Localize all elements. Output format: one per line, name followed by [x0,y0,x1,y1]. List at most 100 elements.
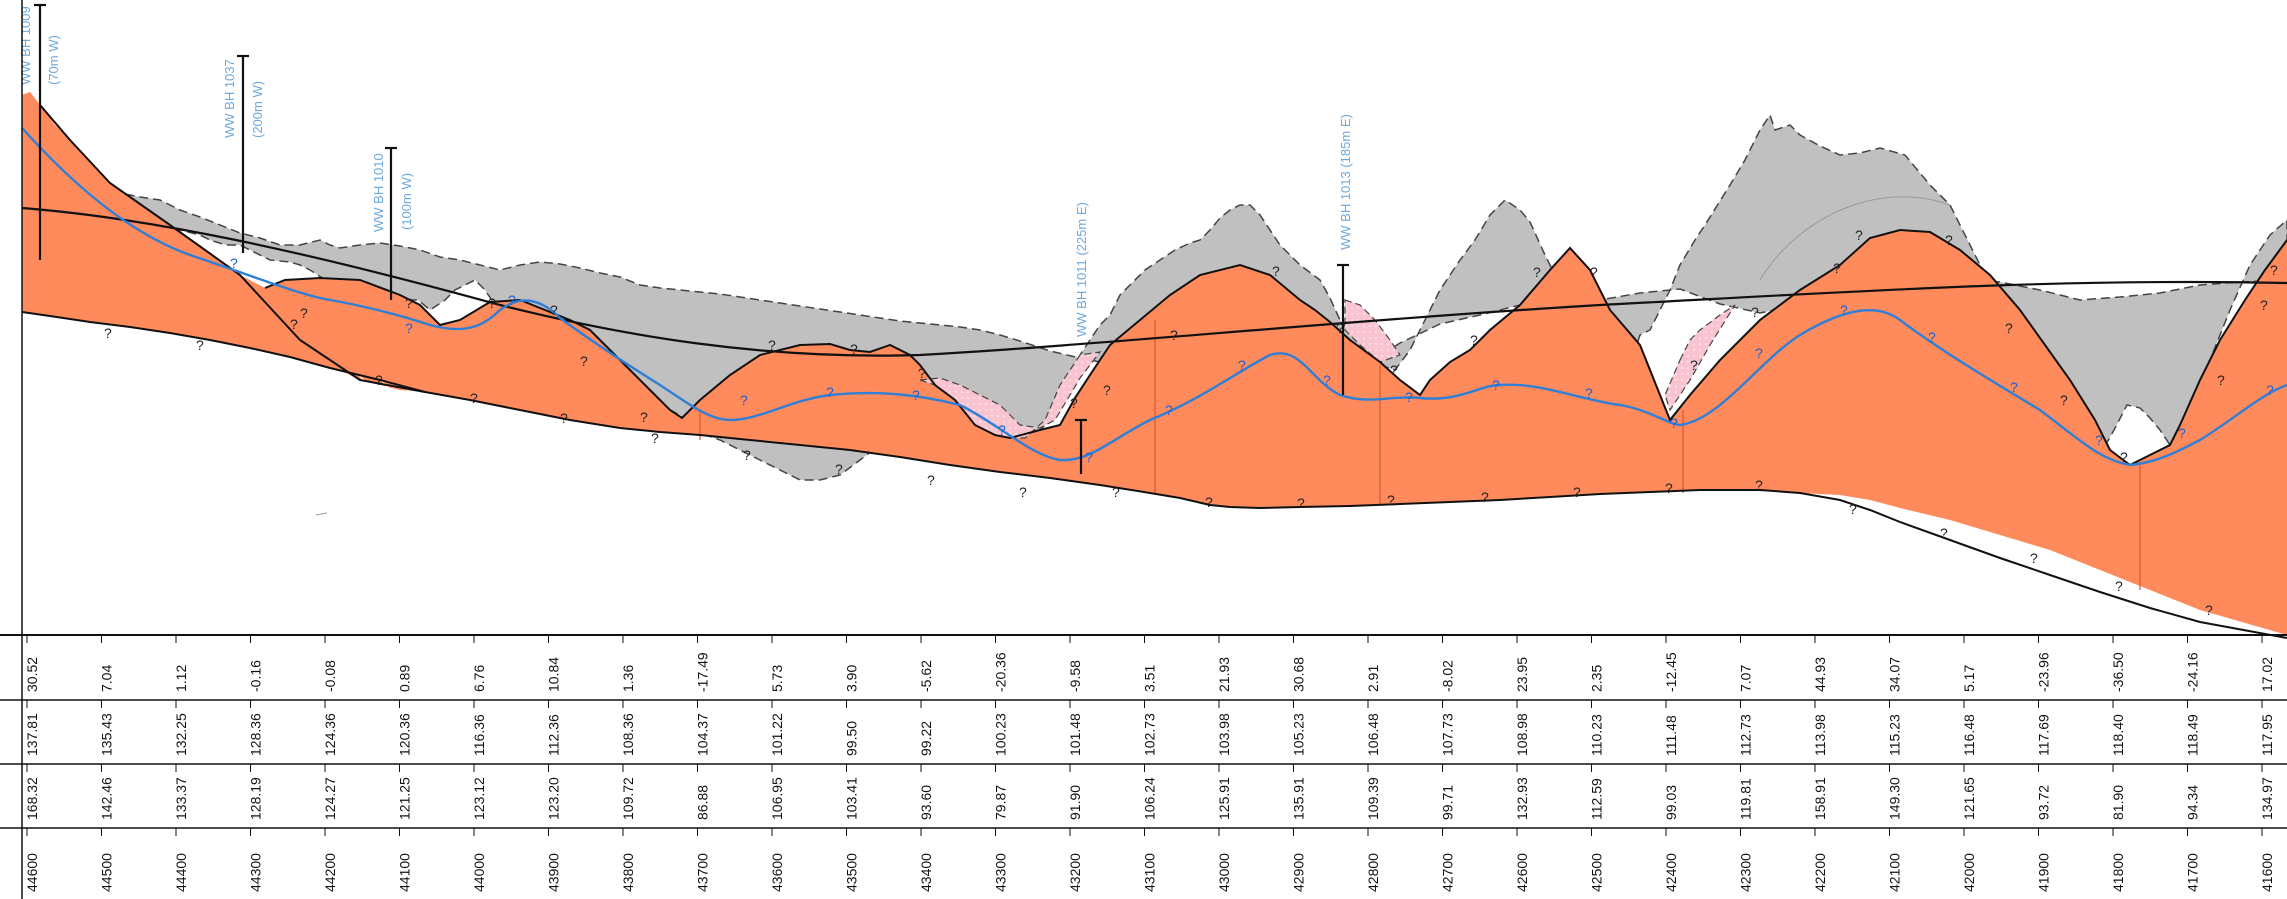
question-marker: ? [2178,425,2186,441]
borehole-labels: WW BH 1009 (70m W) WW BH 1037 (200m W) W… [18,6,1353,337]
table-cell: 17.02 [2259,657,2275,692]
table-cell: 43300 [993,853,1009,892]
question-marker: ? [580,353,588,369]
question-marker: ? [470,390,478,406]
question-marker: ? [1470,332,1478,348]
table-cell: 41800 [2110,853,2126,892]
table-cell: 3.90 [844,665,860,692]
table-cell: 42300 [1738,853,1754,892]
table-cell: 99.71 [1440,785,1456,820]
table-cell: -20.36 [993,652,1009,692]
question-marker: ? [2260,297,2268,313]
question-marker: ? [1849,501,1857,517]
table-cell: 115.23 [1887,714,1903,756]
table-cell: -24.16 [2185,652,2201,692]
table-cell: 103.98 [1216,713,1232,756]
table-cell: 120.36 [397,713,413,756]
question-marker: ? [1103,382,1111,398]
table-cell: 86.88 [695,785,711,820]
borehole-sticks [34,3,1349,474]
table-cell: 123.20 [546,777,562,820]
table-cell: 168.32 [24,777,40,820]
question-marker: ? [912,387,920,403]
question-marker: ? [1833,260,1841,276]
question-marker: ? [1238,357,1246,373]
borehole-label: WW BH 1013 (185m E) [1338,114,1353,250]
table-cell: 43100 [1142,853,1158,892]
table-cell: 2.35 [1589,665,1605,692]
table-cell: 6.76 [471,665,487,692]
table-cell: 42100 [1887,853,1903,892]
table-cell: 135.43 [99,713,115,756]
table-cell: 42200 [1812,853,1828,892]
question-marker: ? [850,341,858,357]
table-cell: 105.23 [1291,713,1307,756]
table-cell: 0.89 [397,665,413,692]
question-marker: ? [1405,389,1413,405]
table-cell: 128.36 [248,713,264,756]
table-cell: 109.72 [620,777,636,820]
question-marker: ? [743,447,751,463]
table-cell: 93.60 [918,785,934,820]
table-cell: 93.72 [2036,785,2052,820]
table-cell: -36.50 [2110,652,2126,692]
table-cell: 132.93 [1514,777,1530,820]
table-cell: 117.95 [2259,714,2275,756]
question-marker: ? [375,372,383,388]
table-cell: 133.37 [173,777,189,820]
pink-unit-3 [1664,304,1736,412]
table-cell: 23.95 [1514,657,1530,692]
table-cell: 99.50 [844,721,860,756]
question-marker: ? [300,305,308,321]
table-cell: 10.84 [546,657,562,692]
table-cell: 42900 [1291,853,1307,892]
table-cell: 124.27 [322,777,338,820]
table-cell: 5.17 [1961,665,1977,692]
table-cell: 21.93 [1216,657,1232,692]
table-cell: 125.91 [1216,777,1232,820]
table-cell: 44300 [248,853,264,892]
question-marker: ? [651,430,659,446]
table-cell: -8.02 [1440,660,1456,692]
table-cell: 7.04 [99,665,115,692]
question-marker: ? [1928,329,1936,345]
question-marker: ? [196,337,204,353]
question-marker: ? [488,295,496,311]
uncertain-markers: ? ? ? ? ? ? ? ? ? ? ? ? ? ? ? ? ? ? ? ? … [104,227,2278,618]
question-marker: ? [1590,264,1598,280]
table-cell: 118.49 [2185,714,2201,756]
table-cell: 124.36 [322,713,338,756]
table-cell: 113.98 [1812,714,1828,756]
water-table-markers: ? ? ? ? ? ? ? ? ? ? ? ? ? ? ? ? ? ? ? ? … [230,255,2274,465]
question-marker: ? [104,325,112,341]
question-marker: ? [405,320,413,336]
question-marker: ? [2010,379,2018,395]
question-marker: ? [405,295,413,311]
table-cell: 106.95 [769,777,785,820]
table-cell: 30.68 [1291,657,1307,692]
question-marker: ? [768,337,776,353]
table-cell: 43400 [918,853,934,892]
question-marker: ? [2217,372,2225,388]
table-cell: 128.19 [248,777,264,820]
question-marker: ? [2120,449,2128,465]
table-cell: 42700 [1440,853,1456,892]
question-marker: ? [1670,415,1678,431]
water-table-line [21,127,2287,467]
table-cell: 44100 [397,853,413,892]
borehole-label: WW BH 1011 (225m E) [1074,202,1089,337]
table-cell: 42800 [1365,853,1381,892]
table-cell: 2.91 [1365,665,1381,692]
borehole-label: WW BH 1037 [222,59,237,138]
table-cell: 99.03 [1663,785,1679,820]
question-marker: ? [2266,382,2274,398]
table-cell: -0.16 [248,660,264,692]
table-cell: 30.52 [24,657,40,692]
borehole-offset: (70m W) [46,35,61,85]
question-marker: ? [1205,494,1213,510]
table-cell: 99.22 [918,721,934,756]
question-marker: ? [1019,484,1027,500]
question-marker: ? [1585,385,1593,401]
table-cell: 121.25 [397,777,413,820]
